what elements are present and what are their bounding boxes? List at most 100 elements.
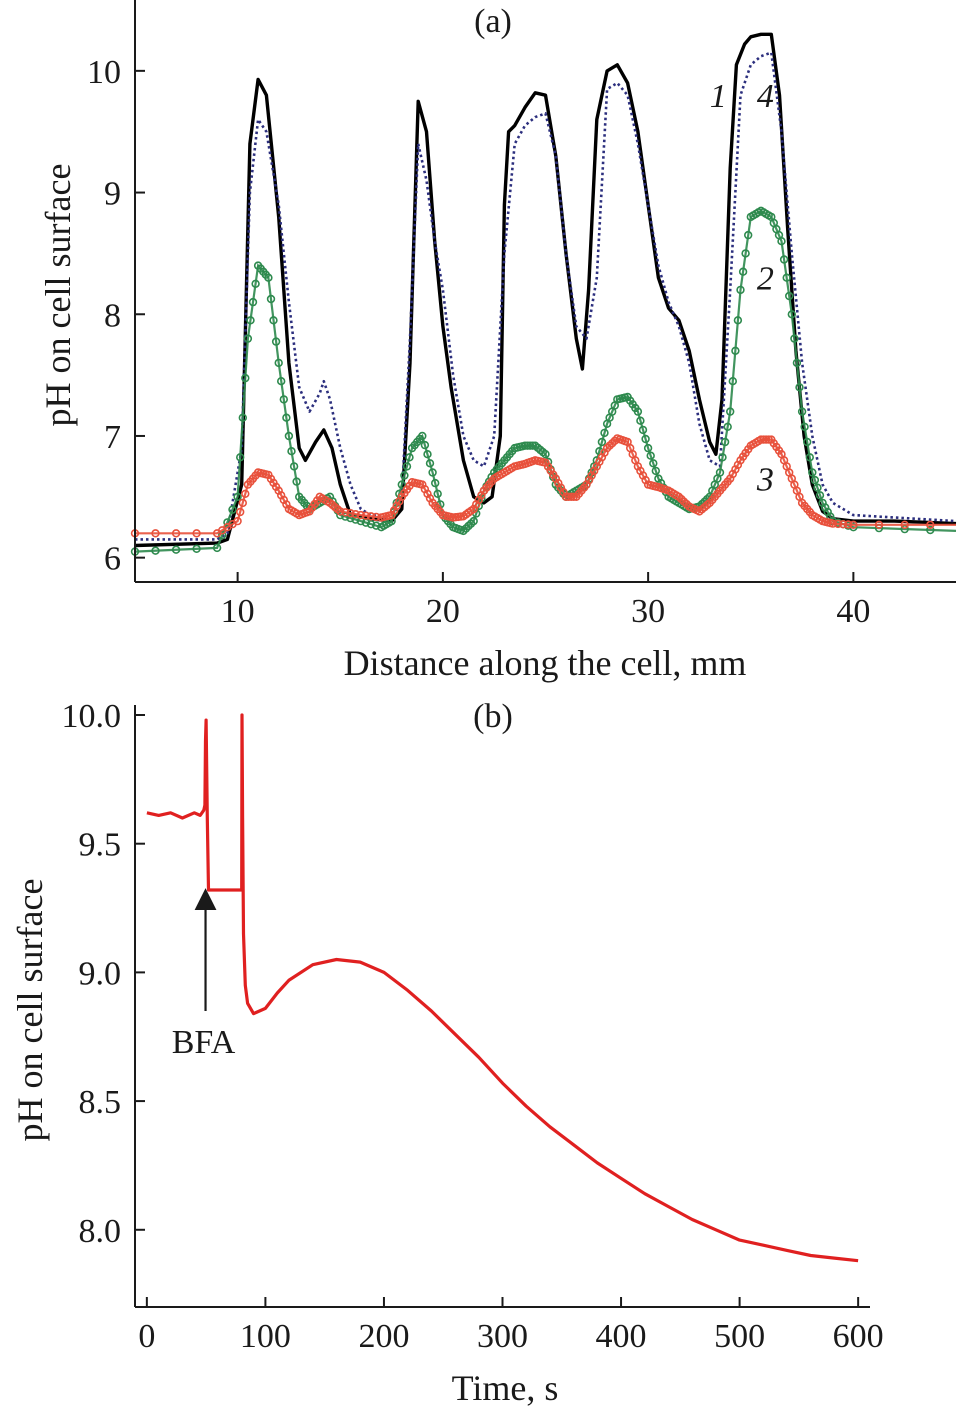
panel-a-data-point xyxy=(356,516,365,526)
panel-a-data-point xyxy=(266,294,276,304)
panel-a-data-point xyxy=(838,519,848,529)
panel-a-data-point xyxy=(241,373,250,383)
panel-a-data-point xyxy=(192,529,201,538)
panel-a-data-point xyxy=(731,346,740,355)
panel-a-data-point xyxy=(292,477,301,486)
panel-a-data-point xyxy=(282,413,291,422)
panel-a-data-point xyxy=(366,512,376,521)
panel-a-data-point xyxy=(720,437,730,447)
panel-a-y-axis-title: pH on cell surface xyxy=(38,164,78,427)
panel-a-data-point xyxy=(810,475,820,485)
panel-a-data-point xyxy=(800,422,809,431)
panel-a-data-point xyxy=(741,249,750,258)
panel-a-data-point xyxy=(420,440,430,450)
panel-a-data-point xyxy=(725,407,735,416)
panel-a-data-point xyxy=(171,529,181,538)
panel-a-data-point xyxy=(233,516,242,526)
curve-label-2: 2 xyxy=(757,261,774,298)
panel-a-data-point xyxy=(736,285,745,295)
panel-a-data-point xyxy=(433,489,442,498)
panel-a-data-point xyxy=(425,459,435,468)
panel-b-x-tick-label: 300 xyxy=(477,1318,528,1355)
panel-a-data-point xyxy=(523,441,532,450)
panel-a-data-point xyxy=(271,337,281,346)
panel-a-data-point xyxy=(641,434,650,444)
panel-a-data-point xyxy=(341,508,350,517)
panel-a-curve-labels: 1 4 2 3 xyxy=(710,78,774,498)
panel-a-data-point xyxy=(361,511,371,520)
panel-b-y-tick-label: 8.0 xyxy=(79,1213,122,1250)
panel-a-data-point xyxy=(643,443,653,453)
panel-a-x-tick-label: 40 xyxy=(836,593,870,630)
panel-a-data-point xyxy=(243,334,253,343)
panel-a-data-point xyxy=(815,491,825,500)
panel-a-data-point xyxy=(874,520,884,529)
panel-a-data-point xyxy=(715,468,725,477)
panel-a-data-point xyxy=(346,509,355,518)
panel-a-data-point xyxy=(236,507,245,517)
panel-a-data-point xyxy=(564,492,573,501)
panel-a-label: (a) xyxy=(474,3,512,40)
panel-a-data-point xyxy=(525,441,535,450)
panel-b-y-tick-label: 10.0 xyxy=(62,698,122,735)
panel-b-x-tick-label: 400 xyxy=(596,1318,647,1355)
panel-a-data-point xyxy=(792,358,802,368)
panel-a-data-point xyxy=(372,512,381,522)
panel-a-data-point xyxy=(284,431,294,441)
panel-a-data-point xyxy=(723,422,732,431)
panel-a-data-point xyxy=(651,466,660,476)
panel-a-data-point xyxy=(241,489,250,498)
panel-a-data-point xyxy=(233,492,242,501)
panel-a-data-point xyxy=(248,297,258,307)
panel-b-x-tick-label: 500 xyxy=(714,1318,765,1355)
panel-b-axes: 0 100 200 300 400 500 600 8.0 8.5 9.0 9.5 10.0 xyxy=(62,698,884,1355)
panel-a-data-point xyxy=(351,510,360,519)
panel-a-data-point xyxy=(833,519,843,529)
panel-a-data-point xyxy=(289,462,299,471)
panel-a-data-point xyxy=(646,451,655,460)
panel-a-series-group xyxy=(130,32,957,556)
panel-a-series-1 xyxy=(134,32,957,548)
panel-a-data-point xyxy=(828,519,838,528)
panel-a-y-tick-label: 6 xyxy=(104,541,121,578)
panel-a-data-point xyxy=(633,407,643,416)
panel-a-data-point xyxy=(926,520,935,529)
panel-a-series-3 xyxy=(130,206,957,556)
panel-a-chart: (a) pH on cell surface Distance along th… xyxy=(38,0,957,683)
panel-a-y-tick-label: 8 xyxy=(104,297,121,334)
panel-b-series-line xyxy=(146,713,859,1263)
panel-a-data-point xyxy=(784,291,794,301)
panel-a-data-point xyxy=(541,450,550,459)
panel-a-data-point xyxy=(761,435,771,444)
panel-a-data-point xyxy=(264,273,273,282)
panel-a-data-point xyxy=(787,310,796,319)
panel-a-data-point xyxy=(802,437,812,447)
panel-a-data-point xyxy=(561,492,571,501)
panel-a-data-point xyxy=(779,255,789,264)
panel-a-data-point xyxy=(151,546,160,555)
panel-a-data-point xyxy=(520,441,530,450)
panel-a-data-point xyxy=(238,413,248,422)
panel-b-x-tick-label: 600 xyxy=(833,1318,884,1355)
panel-a-y-tick-label: 7 xyxy=(104,419,121,456)
panel-a-data-point xyxy=(849,520,858,529)
panel-a-x-axis-title: Distance along the cell, mm xyxy=(344,643,747,683)
panel-a-data-point xyxy=(782,273,791,282)
panel-a-data-point xyxy=(212,543,222,553)
panel-a-data-point xyxy=(246,316,255,325)
panel-a-data-point xyxy=(405,453,414,462)
curve-label-1: 1 xyxy=(710,78,727,115)
panel-a-x-tick-label: 20 xyxy=(426,593,460,630)
panel-a-series-4 xyxy=(130,434,956,538)
panel-a-data-point xyxy=(346,513,355,523)
panel-a-data-point xyxy=(402,462,412,471)
panel-a-data-point xyxy=(469,516,478,526)
panel-a-data-point xyxy=(238,498,248,508)
panel-b-y-tick-label: 9.0 xyxy=(79,955,122,992)
panel-a-data-point xyxy=(192,544,201,553)
panel-a-data-point xyxy=(728,377,737,386)
panel-a-data-point xyxy=(236,453,245,462)
panel-a-data-point xyxy=(366,519,376,529)
panel-a-data-point xyxy=(795,383,804,392)
